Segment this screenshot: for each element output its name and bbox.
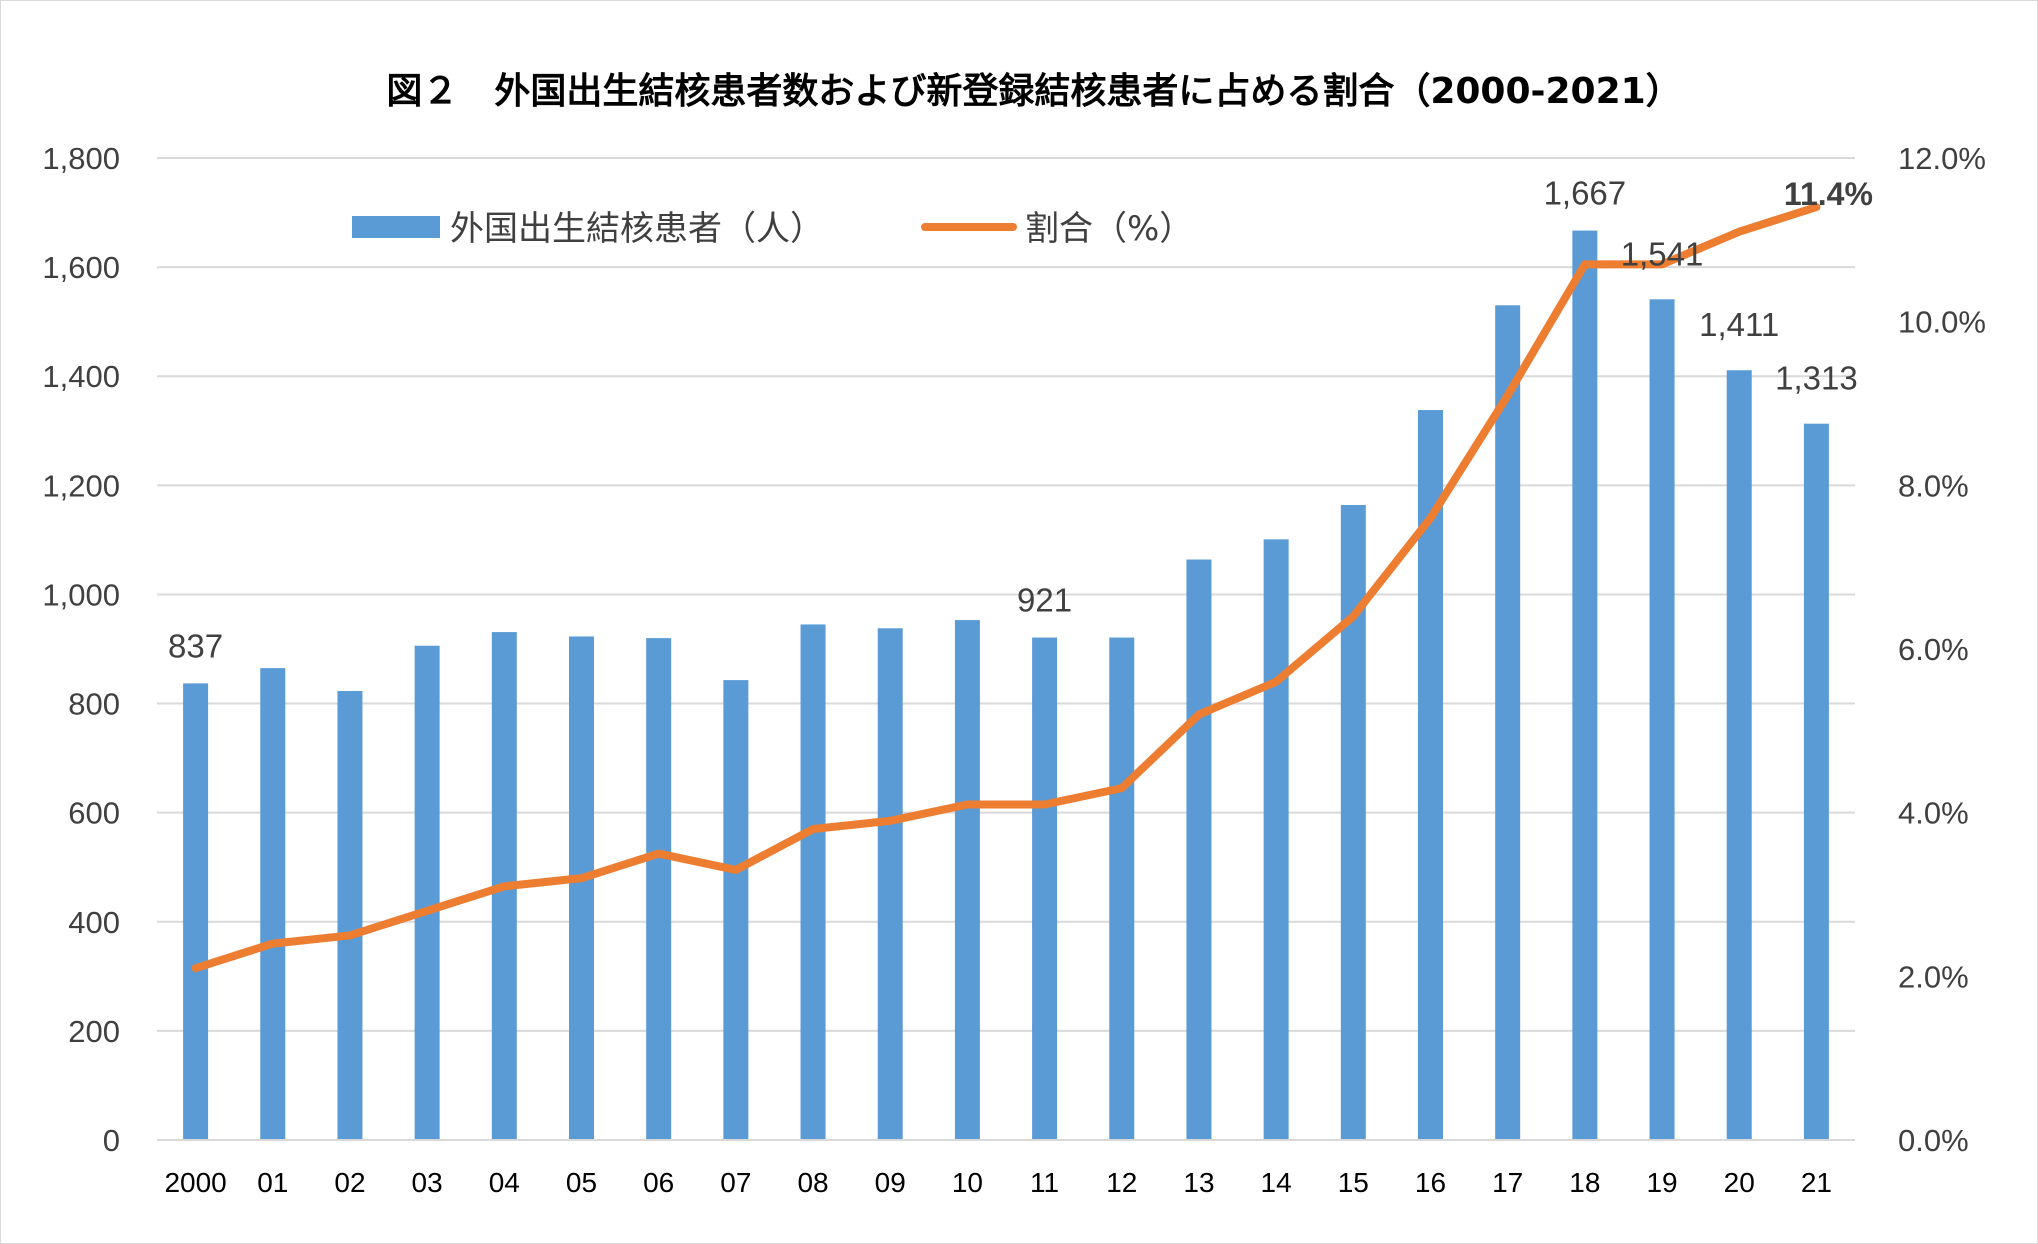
y-left-tick-label: 0 <box>103 1123 120 1158</box>
x-tick-label: 02 <box>334 1167 365 1198</box>
bar <box>646 638 672 1140</box>
bar <box>183 683 209 1140</box>
bar <box>1572 230 1598 1140</box>
y-left-tick-label: 600 <box>68 796 120 831</box>
legend-bar-swatch <box>352 216 440 238</box>
bar <box>1109 637 1135 1140</box>
bar-data-label: 837 <box>168 627 223 664</box>
bar-data-label: 1,541 <box>1621 235 1704 272</box>
bar-data-label: 1,667 <box>1544 175 1627 212</box>
y-right-tick-label: 6.0% <box>1898 632 1969 667</box>
data-labels: 837 921 1,667 1,541 1,411 1,313 11.4% <box>168 175 1873 665</box>
y-right-tick-label: 4.0% <box>1898 796 1969 831</box>
bar-data-label: 1,411 <box>1699 306 1779 343</box>
x-tick-label: 17 <box>1492 1167 1523 1198</box>
legend-line-label: 割合（%） <box>1025 209 1193 249</box>
y-left-tick-label: 1,200 <box>42 468 120 503</box>
x-tick-label: 19 <box>1646 1167 1677 1198</box>
y-left-tick-label: 1,800 <box>42 141 120 176</box>
x-tick-label: 05 <box>566 1167 597 1198</box>
bar <box>1649 299 1675 1140</box>
bar <box>877 628 903 1140</box>
y-right-tick-label: 12.0% <box>1898 141 1986 176</box>
line-data-label: 11.4% <box>1784 176 1873 212</box>
x-tick-label: 01 <box>257 1167 288 1198</box>
y-right-tick-label: 8.0% <box>1898 468 1969 503</box>
x-tick-label: 20 <box>1724 1167 1755 1198</box>
x-tick-label: 14 <box>1261 1167 1292 1198</box>
x-tick-label: 13 <box>1183 1167 1214 1198</box>
y-left-tick-label: 1,000 <box>42 577 120 612</box>
x-tick-label: 03 <box>412 1167 443 1198</box>
y-left-tick-label: 400 <box>68 905 120 940</box>
x-tick-label: 21 <box>1801 1167 1832 1198</box>
bar-data-label: 921 <box>1017 582 1072 619</box>
bar <box>1186 559 1212 1140</box>
legend-bar-label: 外国出生結核患者（人） <box>450 209 824 249</box>
y-left-tick-label: 1,400 <box>42 359 120 394</box>
bar <box>1032 637 1058 1140</box>
y-right-tick-label: 2.0% <box>1898 959 1969 994</box>
y-left-tick-label: 200 <box>68 1014 120 1049</box>
y-right-tick-label: 10.0% <box>1898 305 1986 340</box>
bar <box>1726 370 1752 1141</box>
bar <box>723 680 749 1140</box>
bar <box>1263 539 1289 1140</box>
axes: 0 200 400 600 800 1,000 1,200 1,400 1,600 1,800 0.… <box>42 141 1985 1198</box>
bar <box>260 668 286 1140</box>
bar <box>800 624 826 1140</box>
bar <box>954 620 980 1140</box>
x-tick-label: 09 <box>875 1167 906 1198</box>
x-tick-label: 11 <box>1030 1167 1059 1198</box>
x-tick-label: 18 <box>1569 1167 1600 1198</box>
x-tick-label: 2000 <box>164 1167 226 1198</box>
x-tick-label: 15 <box>1338 1167 1369 1198</box>
chart-title: 図２ 外国出生結核患者数および新登録結核患者に占める割合（2000-2021） <box>386 71 1682 112</box>
line-series <box>191 203 1821 973</box>
x-tick-label: 04 <box>489 1167 520 1198</box>
y-right-tick-label: 0.0% <box>1898 1123 1969 1158</box>
bar-series <box>183 230 1829 1141</box>
bar <box>569 636 594 1140</box>
legend: 外国出生結核患者（人） 割合（%） <box>352 209 1193 249</box>
x-tick-label: 12 <box>1106 1167 1137 1198</box>
x-tick-label: 06 <box>643 1167 674 1198</box>
gridlines <box>157 157 1855 1032</box>
ratio-line <box>191 203 1821 973</box>
y-left-tick-label: 1,600 <box>42 250 120 285</box>
bar <box>1495 305 1521 1140</box>
bar <box>1803 423 1829 1140</box>
bar <box>337 691 363 1140</box>
x-tick-label: 16 <box>1415 1167 1446 1198</box>
y-left-tick-label: 800 <box>68 687 120 722</box>
x-tick-label: 10 <box>952 1167 983 1198</box>
x-tick-label: 07 <box>720 1167 751 1198</box>
bar <box>414 645 440 1140</box>
x-tick-label: 08 <box>797 1167 828 1198</box>
bar-data-label: 1,313 <box>1775 360 1858 397</box>
